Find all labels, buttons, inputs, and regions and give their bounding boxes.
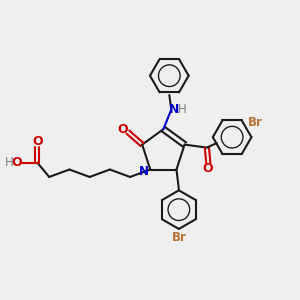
Text: O: O (32, 135, 43, 148)
Text: O: O (203, 162, 213, 175)
Text: Br: Br (248, 116, 263, 129)
Text: O: O (11, 156, 22, 169)
Text: H: H (5, 156, 14, 169)
Text: H: H (178, 103, 187, 116)
Text: O: O (117, 123, 128, 136)
Text: N: N (169, 103, 180, 116)
Text: N: N (139, 164, 149, 178)
Text: Br: Br (171, 231, 186, 244)
